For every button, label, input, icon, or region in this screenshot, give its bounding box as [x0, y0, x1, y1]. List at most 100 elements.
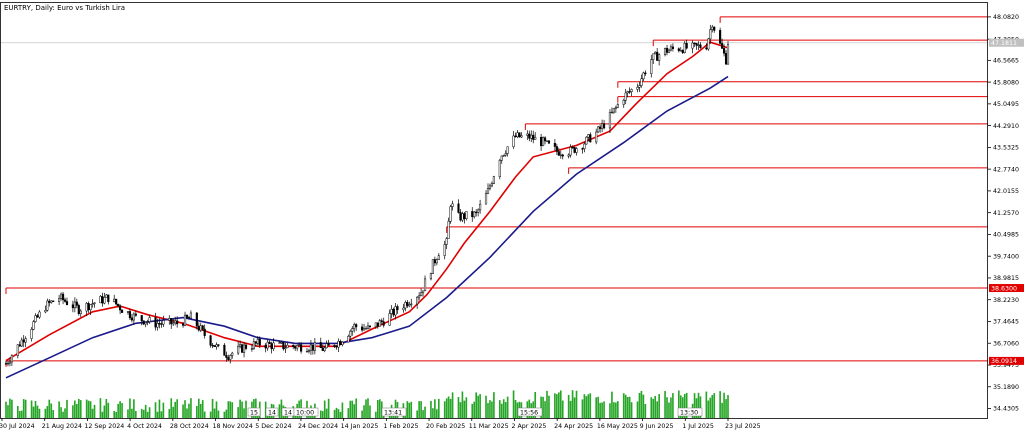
volume-bar	[471, 403, 474, 418]
volume-bar	[410, 401, 413, 418]
candle-body	[719, 30, 722, 44]
candle-body	[553, 143, 556, 147]
volume-bar	[640, 390, 643, 418]
candle-body	[406, 302, 409, 307]
candle-body	[652, 53, 655, 60]
volume-bar	[231, 402, 234, 418]
candle-body	[404, 302, 407, 309]
volume-bar	[353, 404, 356, 418]
candle-body	[709, 29, 712, 40]
volume-bar	[638, 392, 641, 418]
candle-body	[459, 212, 462, 221]
candle-body	[50, 300, 53, 303]
volume-bar	[587, 394, 590, 418]
volume-bar	[406, 401, 409, 418]
volume-bar	[624, 394, 627, 418]
volume-bar	[668, 402, 670, 418]
candle-body	[569, 146, 572, 156]
candle-body	[183, 314, 187, 326]
volume-bar	[339, 411, 342, 418]
volume-bar	[213, 408, 216, 418]
volume-bar	[144, 404, 147, 418]
candle-body	[711, 26, 714, 30]
volume-bar	[186, 408, 188, 418]
candle-body	[724, 53, 728, 65]
volume-bar	[681, 397, 684, 418]
price-tick-label: 42.7740	[993, 166, 1019, 173]
volume-bar	[121, 403, 123, 418]
time-tick-label: 14 Jan 2025	[341, 423, 379, 430]
candle-body	[486, 188, 490, 194]
candle-body	[242, 344, 246, 353]
candle-body	[148, 317, 151, 322]
candle-body	[697, 44, 700, 46]
candle-body	[626, 91, 629, 94]
candle-body	[378, 320, 381, 327]
volume-bar	[603, 401, 605, 418]
volume-bar	[146, 411, 149, 418]
level-layer	[5, 16, 988, 367]
volume-marker-box	[677, 407, 703, 417]
candle-body	[396, 306, 399, 311]
volume-bar	[52, 410, 55, 418]
candle-body	[48, 300, 51, 303]
volume-bar	[493, 392, 495, 418]
candle-body	[335, 346, 338, 348]
volume-marker-box	[247, 407, 261, 417]
volume-bar	[709, 397, 712, 418]
volume-bar	[156, 411, 159, 418]
candle-body	[512, 135, 515, 148]
volume-marker-label: 14	[284, 409, 292, 416]
candle-body	[557, 151, 560, 156]
candle-body	[266, 341, 269, 349]
candle-body	[691, 42, 694, 49]
volume-bar	[626, 397, 629, 418]
candle-body	[585, 136, 588, 145]
volume-bar	[85, 399, 88, 418]
candle-body	[286, 344, 289, 349]
candle-body	[307, 350, 311, 352]
volume-bar	[432, 408, 434, 418]
candle-body	[628, 91, 631, 93]
volume-bar	[672, 393, 674, 418]
candle-body	[337, 341, 340, 348]
volume-bar	[424, 406, 426, 418]
volume-bar	[727, 395, 729, 418]
volume-marker-label: 10:00	[296, 409, 314, 416]
candle-body	[134, 313, 137, 316]
candle-body	[158, 323, 161, 325]
volume-bar	[581, 399, 584, 418]
candle-body	[461, 213, 464, 221]
volume-bar	[341, 402, 344, 418]
volume-bar	[487, 403, 489, 418]
volume-bar	[79, 400, 82, 418]
candle-body	[423, 278, 427, 292]
candle-body	[443, 244, 446, 256]
candle-body	[77, 305, 80, 315]
candle-body	[199, 325, 202, 331]
volume-bar	[636, 401, 639, 418]
volume-bar	[422, 410, 424, 418]
volume-bar	[719, 391, 721, 418]
candle-body	[644, 72, 647, 74]
candle-body	[681, 50, 684, 53]
volume-bar	[443, 401, 446, 418]
volume-bar	[463, 400, 466, 418]
candle-body	[721, 43, 724, 49]
volume-bar	[174, 401, 177, 418]
candle-body	[32, 321, 35, 330]
volume-bar	[115, 411, 117, 418]
volume-bar	[347, 408, 350, 418]
candle-body	[451, 203, 454, 207]
candle-body	[20, 339, 23, 347]
candle-body	[250, 348, 253, 350]
candle-body	[211, 344, 214, 347]
candle-body	[282, 342, 285, 350]
candle-body	[156, 323, 159, 328]
time-tick-label: 20 Feb 2025	[426, 423, 465, 430]
volume-bar	[473, 401, 476, 418]
candle-body	[71, 304, 74, 309]
candle-body	[479, 203, 482, 211]
